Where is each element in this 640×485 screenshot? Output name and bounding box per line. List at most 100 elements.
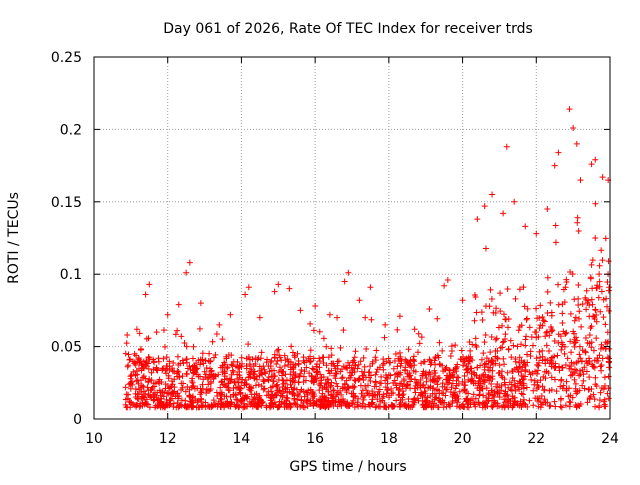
- roti-point: [603, 295, 610, 302]
- roti-point: [330, 387, 337, 394]
- roti-point: [374, 391, 381, 398]
- roti-peak-point: [153, 329, 160, 336]
- roti-point: [573, 334, 580, 341]
- roti-point: [303, 364, 310, 371]
- roti-point: [566, 398, 573, 405]
- roti-point: [482, 303, 489, 310]
- roti-point: [571, 343, 578, 350]
- roti-point: [224, 364, 231, 371]
- roti-point: [373, 403, 380, 410]
- roti-point: [587, 324, 594, 331]
- roti-point: [295, 379, 302, 386]
- roti-point: [409, 403, 416, 410]
- roti-point: [219, 362, 226, 369]
- y-tick-label: 0.05: [51, 340, 82, 356]
- roti-point: [383, 390, 390, 397]
- roti-point: [516, 286, 523, 293]
- roti-point: [476, 375, 483, 382]
- roti-point: [345, 375, 352, 382]
- roti-point: [488, 333, 495, 340]
- roti-point: [562, 402, 569, 409]
- roti-point: [508, 381, 515, 388]
- roti-point: [267, 363, 274, 370]
- roti-point: [515, 369, 522, 376]
- roti-point: [450, 366, 457, 373]
- roti-point: [321, 399, 328, 406]
- roti-peak-point: [164, 311, 171, 318]
- roti-point: [433, 379, 440, 386]
- roti-point: [309, 365, 316, 372]
- roti-point: [473, 343, 480, 350]
- roti-point: [544, 399, 551, 406]
- roti-point: [512, 358, 519, 365]
- roti-point: [236, 384, 243, 391]
- roti-point: [507, 337, 514, 344]
- roti-point: [221, 382, 228, 389]
- roti-point: [337, 368, 344, 375]
- roti-point: [198, 396, 205, 403]
- roti-point: [411, 376, 418, 383]
- roti-point: [579, 347, 586, 354]
- roti-point: [458, 356, 465, 363]
- roti-point: [553, 388, 560, 395]
- roti-point: [582, 294, 589, 301]
- roti-point: [178, 333, 185, 340]
- roti-point: [415, 330, 422, 337]
- roti-peak-point: [186, 259, 193, 266]
- roti-point: [560, 382, 567, 389]
- roti-point: [376, 386, 383, 393]
- roti-point: [406, 362, 413, 369]
- roti-peak-point: [459, 297, 466, 304]
- roti-point: [181, 403, 188, 410]
- roti-point: [558, 376, 565, 383]
- roti-point: [271, 367, 278, 374]
- roti-point: [132, 386, 139, 393]
- roti-point: [319, 385, 326, 392]
- roti-point: [394, 363, 401, 370]
- roti-point: [402, 367, 409, 374]
- roti-point: [310, 355, 317, 362]
- roti-point: [137, 384, 144, 391]
- roti-peak-point: [570, 124, 577, 131]
- roti-point: [418, 390, 425, 397]
- roti-point: [286, 388, 293, 395]
- roti-point: [223, 355, 230, 362]
- roti-point: [295, 357, 302, 364]
- roti-point: [487, 349, 494, 356]
- roti-point: [390, 365, 397, 372]
- roti-point: [605, 373, 612, 380]
- roti-point: [488, 403, 495, 410]
- roti-point: [606, 284, 613, 291]
- roti-point: [596, 352, 603, 359]
- roti-point: [268, 357, 275, 364]
- roti-point: [495, 370, 502, 377]
- roti-point: [235, 402, 242, 409]
- roti-point: [417, 384, 424, 391]
- x-tick-label: 20: [454, 431, 472, 447]
- roti-point: [390, 389, 397, 396]
- roti-point: [144, 384, 151, 391]
- roti-peak-point: [227, 311, 234, 318]
- roti-point: [529, 342, 536, 349]
- roti-point: [167, 384, 174, 391]
- roti-point: [467, 353, 474, 360]
- roti-point: [338, 391, 345, 398]
- roti-point: [281, 362, 288, 369]
- roti-point: [605, 358, 612, 365]
- roti-point: [294, 404, 301, 411]
- roti-point: [492, 336, 499, 343]
- roti-point: [351, 354, 358, 361]
- roti-point: [494, 400, 501, 407]
- roti-point: [419, 372, 426, 379]
- roti-peak-point: [426, 305, 433, 312]
- points-layer: [122, 106, 613, 411]
- roti-point: [374, 366, 381, 373]
- roti-point: [172, 331, 179, 338]
- roti-point: [355, 361, 362, 368]
- roti-point: [328, 345, 335, 352]
- roti-peak-point: [183, 269, 190, 276]
- roti-point: [552, 222, 559, 229]
- roti-point: [365, 369, 372, 376]
- roti-point: [359, 400, 366, 407]
